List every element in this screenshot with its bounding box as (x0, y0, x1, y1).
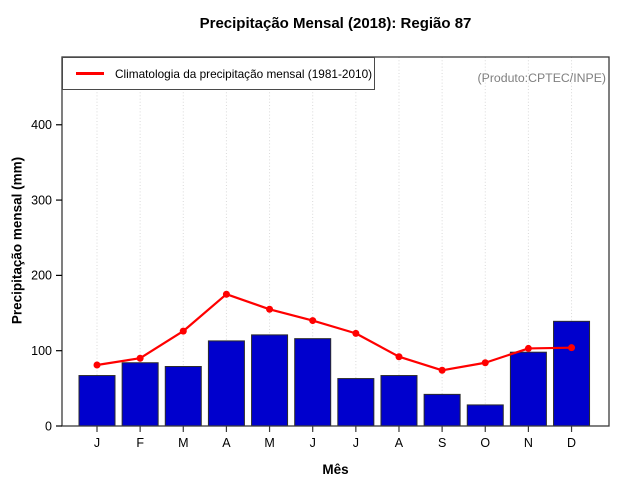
climatology-point-7 (352, 329, 360, 337)
y-tick-label: 100 (31, 344, 52, 358)
climatology-point-11 (524, 344, 532, 352)
climatology-point-6 (309, 317, 317, 325)
x-tick-label: A (222, 436, 231, 450)
bar-11-N (509, 351, 547, 427)
x-tick-label: A (395, 436, 404, 450)
climatology-point-1 (93, 361, 101, 369)
x-tick-label: M (178, 436, 188, 450)
y-tick-label: 200 (31, 269, 52, 283)
x-tick-label: D (567, 436, 576, 450)
climatology-point-2 (136, 354, 144, 362)
bar-4-A (207, 340, 245, 427)
climatology-point-3 (179, 327, 187, 335)
climatology-point-8 (395, 353, 403, 361)
y-tick-label: 400 (31, 118, 52, 132)
legend-box: Climatologia da precipitação mensal (198… (62, 57, 375, 90)
x-tick-label: O (480, 436, 490, 450)
bar-3-M (164, 366, 202, 427)
bar-2-F (121, 362, 159, 427)
bar-1-J (78, 375, 116, 427)
bar-10-O (466, 404, 504, 427)
climatology-line (95, 293, 573, 372)
climatology-point-5 (266, 305, 274, 313)
y-tick-label: 0 (45, 419, 52, 433)
chart-title: Precipitação Mensal (2018): Região 87 (199, 15, 472, 32)
bar-6-J (294, 338, 332, 427)
source-annotation: (Produto:CPTEC/INPE) (477, 71, 606, 85)
x-tick-label: N (524, 436, 533, 450)
bar-8-A (380, 375, 418, 427)
bar-12-D (553, 320, 591, 427)
bar-5-M (251, 334, 289, 427)
climatology-point-4 (222, 290, 230, 298)
x-tick-label: M (264, 436, 274, 450)
x-tick-label: J (353, 436, 359, 450)
climatology-point-12 (568, 344, 576, 352)
x-tick-label: S (438, 436, 446, 450)
climatology-point-10 (481, 359, 489, 367)
legend-line-swatch (76, 72, 104, 75)
legend-label: Climatologia da precipitação mensal (198… (115, 66, 373, 81)
climatology-point-9 (438, 366, 446, 374)
bar-7-J (337, 378, 375, 427)
bar-9-S (423, 393, 461, 427)
y-tick-label: 300 (31, 193, 52, 207)
y-axis-label: Precipitação mensal (mm) (9, 156, 25, 325)
x-tick-label: J (310, 436, 316, 450)
x-tick-label: F (136, 436, 144, 450)
x-tick-label: J (94, 436, 100, 450)
x-axis-label: Mês (322, 462, 349, 477)
